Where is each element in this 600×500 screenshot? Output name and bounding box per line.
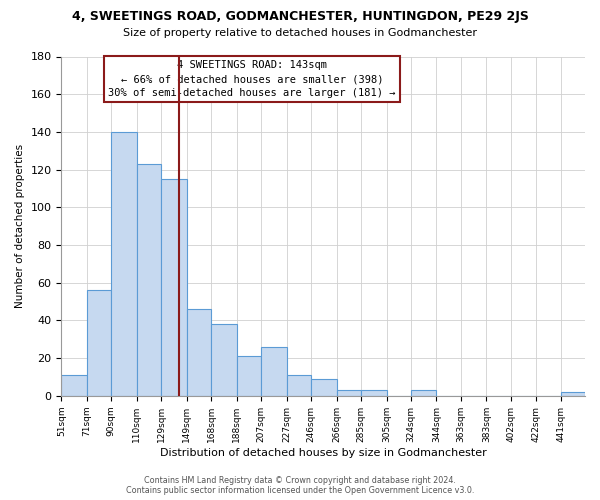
Bar — [112, 132, 137, 396]
Bar — [361, 390, 386, 396]
Bar — [311, 379, 337, 396]
Bar — [237, 356, 261, 396]
Bar — [187, 309, 211, 396]
X-axis label: Distribution of detached houses by size in Godmanchester: Distribution of detached houses by size … — [160, 448, 487, 458]
Bar — [337, 390, 361, 396]
Bar — [161, 179, 187, 396]
Bar — [211, 324, 237, 396]
Bar — [261, 347, 287, 396]
Text: Size of property relative to detached houses in Godmanchester: Size of property relative to detached ho… — [123, 28, 477, 38]
Bar — [61, 375, 87, 396]
Bar — [287, 375, 311, 396]
Bar — [411, 390, 436, 396]
Text: 4 SWEETINGS ROAD: 143sqm
← 66% of detached houses are smaller (398)
30% of semi-: 4 SWEETINGS ROAD: 143sqm ← 66% of detach… — [109, 60, 396, 98]
Text: 4, SWEETINGS ROAD, GODMANCHESTER, HUNTINGDON, PE29 2JS: 4, SWEETINGS ROAD, GODMANCHESTER, HUNTIN… — [71, 10, 529, 23]
Bar — [560, 392, 585, 396]
Y-axis label: Number of detached properties: Number of detached properties — [15, 144, 25, 308]
Text: Contains HM Land Registry data © Crown copyright and database right 2024.
Contai: Contains HM Land Registry data © Crown c… — [126, 476, 474, 495]
Bar — [87, 290, 112, 396]
Bar — [137, 164, 161, 396]
